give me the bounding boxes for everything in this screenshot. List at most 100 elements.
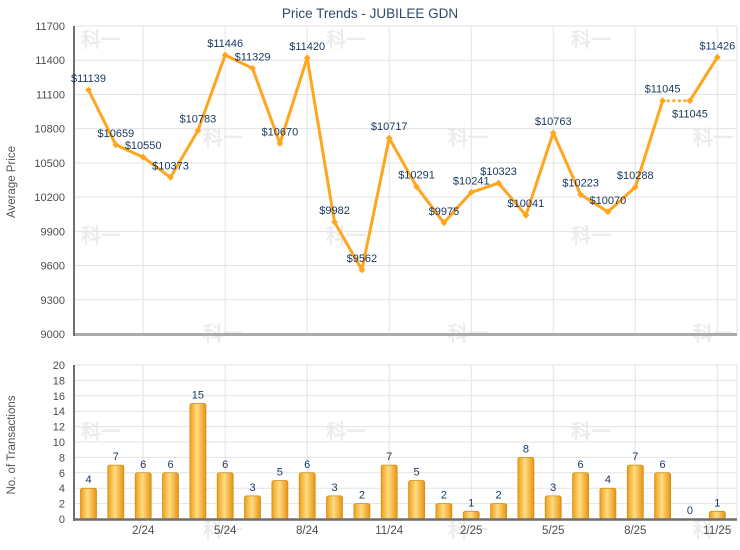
price-point-marker [686,97,694,105]
price-point-marker [413,183,420,191]
transactions-axis-title: No. of Transactions [6,395,18,495]
watermark-text: 科一 [448,127,488,150]
price-point-label: $9562 [347,253,378,265]
transactions-bar-label: 8 [523,443,529,455]
price-point-marker [385,134,393,142]
price-point-label: $10373 [152,160,189,172]
price-line-solid [87,53,665,272]
price-point-label: $10763 [535,116,572,128]
txn-ytick-label: 4 [59,483,65,495]
price-point-label: $11329 [235,51,271,63]
price-point-label: $10550 [125,140,162,152]
price-point-label: $9982 [319,205,350,217]
price-point-marker [303,54,311,62]
xtick-label: 11/24 [375,525,404,537]
price-point-label: $11446 [207,38,243,50]
price-point-label: $10783 [179,114,216,126]
transactions-bar [80,487,97,520]
watermark-text: 科一 [326,29,366,52]
transactions-bar-label: 0 [687,505,693,517]
chart-title: Price Trends - JUBILEE GDN [281,6,459,21]
price-point-marker [577,191,584,198]
transactions-bar-label: 15 [192,390,204,402]
transactions-bar [517,457,535,520]
transactions-bar-label: 5 [413,467,419,479]
transactions-bar [326,495,343,520]
xtick-label: 8/24 [296,525,319,537]
price-ytick-label: 11100 [36,89,65,101]
transactions-bar-label: 3 [331,482,337,494]
txn-ytick-label: 6 [59,468,65,480]
transactions-bar [189,403,207,520]
transactions-bar-label: 6 [578,459,584,471]
transactions-bar-label: 1 [714,497,720,509]
transactions-bar [708,510,726,520]
transactions-bar [216,472,234,520]
price-point-marker [249,64,256,72]
price-point-label: $10041 [508,198,545,210]
txn-ytick-label: 10 [53,437,65,449]
transactions-bar-label: 4 [605,474,611,486]
txn-ytick-label: 8 [59,452,65,464]
transactions-bar [654,472,671,520]
transactions-bar-label: 3 [550,482,556,494]
price-point-label: $10223 [562,177,599,189]
watermark-text: 科一 [693,519,733,542]
transactions-bar-label: 3 [249,482,255,494]
price-point-marker [522,211,530,219]
price-ytick-label: 9300 [41,295,65,307]
transactions-bar-label: 2 [441,490,447,502]
price-point-label: $10291 [398,170,435,182]
txn-ytick-label: 20 [53,360,65,372]
watermark-text: 科一 [448,519,488,542]
price-point-marker [440,219,448,227]
price-line-solid [688,55,719,103]
price-point-marker [713,53,721,61]
price-point-marker [495,179,502,187]
watermark-text: 科一 [203,519,243,542]
transactions-bar-label: 2 [496,490,502,502]
txn-ytick-label: 0 [59,514,65,526]
xtick-label: 5/25 [542,525,564,537]
price-ytick-label: 10200 [34,192,65,204]
price-point-marker [604,208,612,216]
xtick-label: 11/25 [703,525,731,537]
watermark-text: 科一 [203,127,243,150]
price-point-label: $10670 [262,126,299,138]
price-point-marker [139,153,147,161]
transactions-bar [353,503,371,520]
transactions-bar-label: 6 [304,459,310,471]
price-point-label: $11045 [672,109,708,121]
price-point-label: $10323 [480,166,517,178]
transactions-bar [107,464,125,520]
price-point-marker [358,266,366,274]
txn-ytick-label: 12 [53,422,65,434]
watermark-text: 科一 [693,127,733,150]
xtick-label: 2/25 [460,525,482,537]
transactions-bar [162,472,179,520]
transactions-bar-label: 7 [113,451,119,463]
price-axis-title: Average Price [6,145,18,219]
xtick-label: 2/24 [132,525,155,537]
transactions-bar [271,480,289,520]
transactions-bar [572,472,589,520]
transactions-bar [298,472,316,520]
transactions-bar-label: 1 [468,497,474,509]
price-ytick-label: 9900 [41,226,65,238]
transactions-bar [408,480,425,520]
price-point-label: $10288 [617,170,654,182]
transactions-bar-label: 6 [140,459,146,471]
transactions-bar [244,495,261,520]
price-point-label: $10659 [97,128,134,140]
xtick-label: 5/24 [214,525,237,537]
price-ytick-label: 10800 [34,124,65,136]
price-ytick-label: 9000 [41,329,65,341]
price-point-marker [631,183,639,191]
transactions-bar-label: 5 [277,467,283,479]
price-point-marker [221,51,229,59]
price-point-label: $11426 [699,40,735,52]
price-point-marker [659,97,666,105]
transactions-bar [544,495,562,520]
price-point-marker [467,189,475,196]
